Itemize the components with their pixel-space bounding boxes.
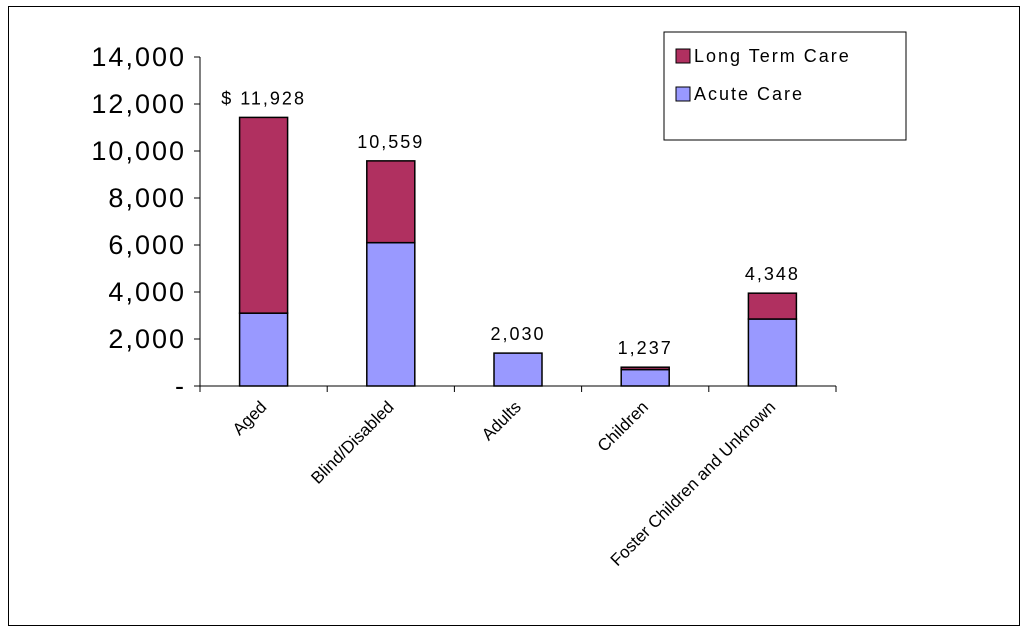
bar-total-label: 1,237 [618, 338, 673, 358]
bar-segment-long-term-care [238, 116, 289, 314]
bar-total-label: 4,348 [745, 264, 800, 284]
bar-total-label: 10,559 [357, 132, 424, 152]
y-tick-label: 2,000 [108, 324, 186, 354]
legend-swatch [675, 86, 691, 102]
x-category-label: Adults [478, 397, 525, 444]
bar-segment-acute-care [620, 368, 670, 387]
y-tick-label: 8,000 [108, 183, 186, 213]
y-tick-label: 12,000 [91, 89, 186, 119]
x-category-label: Children [594, 397, 652, 455]
bar-total-label: $ 11,928 [221, 88, 306, 108]
bar-segment-acute-care [493, 352, 543, 387]
y-tick-label: 4,000 [108, 277, 186, 307]
legend-label: Long Term Care [694, 46, 851, 66]
x-category-label: Blind/Disabled [307, 397, 397, 487]
bar-segment-long-term-care [366, 160, 416, 244]
bar-total-label: 2,030 [490, 324, 545, 344]
y-tick-label: 6,000 [108, 230, 186, 260]
chart-frame: -2,000 4,000 6,000 8,000 10,000 12,000 14,000 … [8, 6, 1020, 626]
legend-label: Acute Care [694, 84, 804, 104]
bar-segment-acute-care [747, 318, 798, 387]
stacked-bar-chart: -2,0004,0006,0008,00010,00012,00014,000 … [91, 31, 907, 570]
bar-segment-acute-care [366, 241, 416, 387]
bar-segment-long-term-care [747, 292, 798, 320]
y-tick-label: - [175, 371, 186, 401]
legend-swatch [675, 48, 691, 64]
x-category-label: Aged [229, 397, 271, 439]
y-tick-label: 14,000 [91, 42, 186, 72]
y-tick-label: 10,000 [91, 136, 186, 166]
bar-segment-long-term-care [620, 366, 670, 371]
legend-box [663, 31, 907, 141]
legend: Long Term Care Acute Care [663, 31, 907, 141]
bar-segment-acute-care [238, 312, 289, 387]
